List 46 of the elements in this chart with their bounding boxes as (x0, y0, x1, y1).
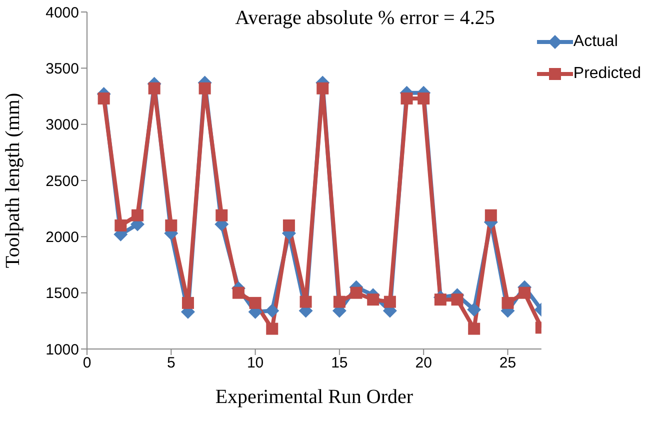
y-tick-label: 1000 (46, 341, 79, 358)
point (316, 82, 329, 94)
point (502, 296, 514, 309)
x-axis-title: Experimental Run Order (215, 386, 414, 408)
legend-label: Predicted (573, 65, 641, 83)
point (165, 219, 178, 232)
point (400, 92, 413, 104)
point (367, 294, 380, 306)
point (114, 219, 127, 232)
y-axis-title: Toolpath length (mm) (2, 92, 24, 268)
point (282, 219, 295, 232)
point (484, 209, 497, 222)
legend-label: Actual (573, 33, 618, 51)
chart-title: Average absolute % error = 4.25 (235, 7, 495, 29)
point (131, 209, 144, 222)
y-tick-label: 3000 (46, 116, 79, 134)
y-tick-label: 2500 (46, 172, 79, 190)
point (333, 296, 346, 308)
x-tick-label: 5 (166, 354, 176, 372)
point (232, 286, 244, 299)
point (216, 209, 228, 222)
x-tick-label: 10 (246, 354, 264, 372)
x-tick-label: 0 (82, 354, 92, 372)
point (182, 296, 194, 309)
point (350, 286, 362, 299)
point (384, 296, 396, 308)
point (418, 92, 430, 104)
y-tick-label: 4000 (46, 4, 79, 22)
point (98, 92, 110, 104)
x-tick-label: 15 (331, 354, 348, 372)
point (467, 302, 482, 317)
point (198, 82, 211, 94)
x-tick-label: 20 (415, 354, 432, 372)
point (468, 322, 480, 335)
point (300, 296, 312, 308)
point (148, 82, 160, 94)
y-tick-label: 2000 (46, 228, 79, 246)
point (451, 294, 464, 306)
point (249, 296, 262, 309)
point (434, 294, 446, 306)
point (266, 322, 278, 335)
y-tick-label: 3500 (46, 60, 79, 78)
point (518, 286, 531, 299)
point (265, 304, 280, 318)
x-tick-label: 25 (499, 354, 516, 372)
y-tick-label: 1500 (46, 285, 79, 302)
